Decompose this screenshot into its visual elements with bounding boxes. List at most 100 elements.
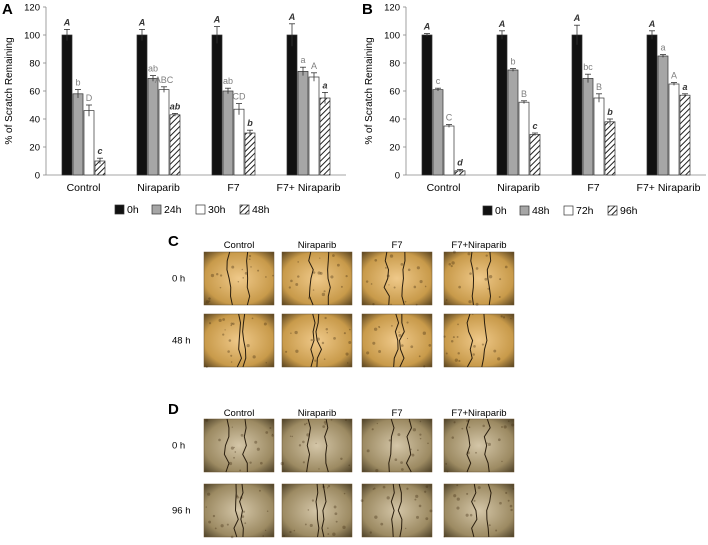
cell-speckle bbox=[501, 460, 503, 463]
cell-speckle bbox=[458, 359, 461, 363]
cell-speckle bbox=[290, 279, 293, 283]
cell-speckle bbox=[325, 328, 329, 331]
cell-speckle bbox=[336, 263, 340, 267]
cell-speckle bbox=[230, 446, 235, 450]
cell-speckle bbox=[445, 352, 448, 355]
scratch-edge bbox=[393, 313, 400, 368]
y-tick-label: 0 bbox=[35, 171, 40, 182]
bar bbox=[72, 93, 84, 176]
cell-speckle bbox=[505, 491, 508, 494]
legend-label: 0h bbox=[495, 205, 507, 217]
cell-speckle bbox=[345, 275, 348, 278]
cell-speckle bbox=[469, 272, 472, 275]
cell-speckle bbox=[369, 531, 372, 534]
cell-speckle bbox=[208, 300, 211, 302]
micrograph-image bbox=[361, 251, 433, 306]
cell-speckle bbox=[208, 322, 212, 325]
bar bbox=[211, 34, 223, 176]
significance-letter: ABC bbox=[155, 75, 174, 85]
cell-speckle bbox=[475, 267, 479, 270]
cell-speckle bbox=[378, 350, 382, 353]
y-axis-label: % of Scratch Remaining bbox=[4, 37, 15, 144]
cell-speckle bbox=[424, 285, 427, 288]
cell-speckle bbox=[294, 330, 298, 335]
bar bbox=[518, 101, 530, 176]
significance-letter: A bbox=[213, 15, 221, 25]
micrograph-column-label: Control bbox=[224, 408, 255, 419]
cell-speckle bbox=[485, 254, 488, 257]
cell-speckle bbox=[333, 337, 336, 340]
cell-speckle bbox=[220, 524, 224, 528]
cell-speckle bbox=[425, 517, 429, 521]
cell-speckle bbox=[210, 273, 215, 278]
scratch-edge bbox=[397, 483, 403, 538]
cell-speckle bbox=[488, 524, 491, 527]
cell-speckle bbox=[467, 252, 471, 256]
bar bbox=[582, 78, 594, 176]
cell-speckle bbox=[218, 438, 221, 442]
cell-speckle bbox=[372, 341, 376, 345]
cell-speckle bbox=[228, 339, 232, 342]
cell-speckle bbox=[446, 470, 449, 473]
cell-speckle bbox=[231, 265, 235, 269]
cell-speckle bbox=[400, 344, 404, 347]
cell-speckle bbox=[374, 515, 378, 519]
cell-speckle bbox=[342, 525, 346, 529]
bar bbox=[147, 78, 159, 176]
cell-speckle bbox=[400, 262, 404, 266]
cell-speckle bbox=[404, 300, 407, 303]
cell-speckle bbox=[288, 286, 291, 289]
significance-letter: a bbox=[322, 80, 327, 90]
micrograph-image bbox=[281, 418, 353, 473]
cell-speckle bbox=[397, 433, 401, 437]
scratch-edge bbox=[327, 251, 331, 306]
cell-speckle bbox=[510, 508, 513, 512]
cell-speckle bbox=[413, 285, 417, 289]
significance-letter: ab bbox=[223, 76, 233, 86]
y-tick-label: 80 bbox=[389, 59, 400, 70]
cell-speckle bbox=[323, 421, 327, 424]
cell-speckle bbox=[425, 485, 429, 488]
cell-speckle bbox=[316, 337, 320, 341]
cell-speckle bbox=[372, 302, 375, 306]
cell-speckle bbox=[405, 527, 407, 530]
scratch-edge bbox=[481, 313, 488, 368]
cell-speckle bbox=[248, 258, 251, 261]
cell-speckle bbox=[327, 484, 331, 488]
significance-letter: b bbox=[247, 118, 253, 128]
scratch-edge bbox=[239, 483, 244, 538]
y-tick-label: 120 bbox=[24, 3, 40, 14]
legend-label: 30h bbox=[208, 204, 226, 216]
cell-speckle bbox=[219, 286, 222, 289]
cell-speckle bbox=[445, 299, 448, 301]
cell-speckle bbox=[423, 365, 426, 368]
scratch-edge bbox=[236, 313, 243, 368]
cell-speckle bbox=[291, 435, 294, 438]
bar bbox=[61, 34, 73, 176]
cell-speckle bbox=[289, 530, 292, 534]
cell-speckle bbox=[251, 317, 254, 320]
cell-speckle bbox=[418, 355, 421, 358]
cell-speckle bbox=[501, 426, 503, 428]
cell-speckle bbox=[419, 280, 423, 284]
micrograph-image bbox=[443, 418, 515, 473]
legend-swatch bbox=[195, 204, 206, 215]
cell-speckle bbox=[473, 499, 476, 502]
panel-label-c: C bbox=[168, 233, 179, 250]
y-tick-label: 80 bbox=[29, 59, 40, 70]
cell-speckle bbox=[499, 278, 502, 281]
cell-speckle bbox=[233, 446, 235, 449]
cell-speckle bbox=[415, 303, 418, 306]
scratch-edge bbox=[242, 313, 247, 368]
significance-letter: B bbox=[596, 82, 602, 92]
cell-speckle bbox=[443, 335, 446, 338]
cell-speckle bbox=[230, 535, 234, 539]
cell-speckle bbox=[393, 286, 396, 289]
cell-speckle bbox=[419, 437, 422, 440]
cell-speckle bbox=[258, 489, 261, 492]
cell-speckle bbox=[406, 337, 409, 340]
cell-speckle bbox=[376, 422, 378, 425]
cell-speckle bbox=[461, 427, 464, 430]
bar bbox=[158, 89, 170, 176]
cell-speckle bbox=[454, 358, 459, 362]
